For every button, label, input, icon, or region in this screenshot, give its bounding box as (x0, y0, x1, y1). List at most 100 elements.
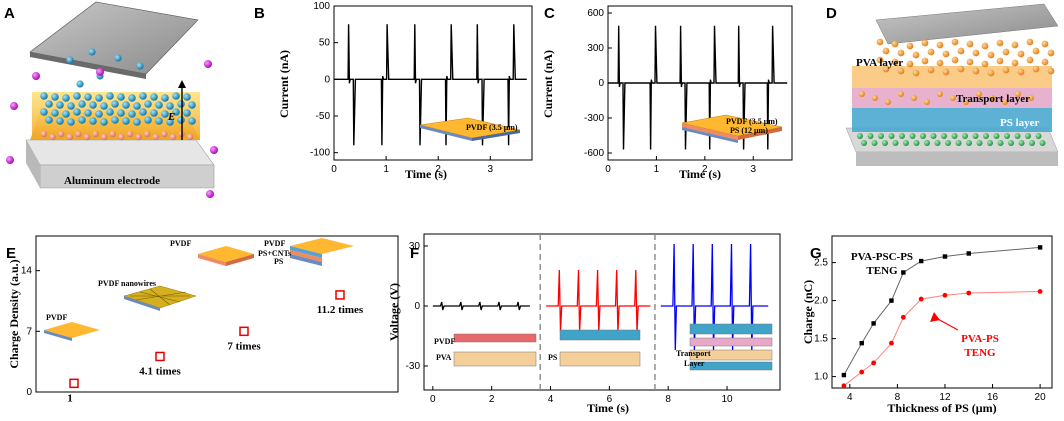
charge-particle-icon (51, 93, 59, 101)
charge-particle-icon (1041, 58, 1049, 66)
device-pvdf-film: PVDF (44, 313, 100, 341)
svg-text:PVDF: PVDF (434, 337, 455, 346)
charge-particle-icon (128, 94, 136, 102)
plot-frame (333, 5, 533, 161)
charge-particle-icon (885, 99, 891, 105)
charge-particle-icon (993, 133, 1000, 139)
x-tick-label: 8 (895, 392, 901, 403)
charge-particle-icon (66, 133, 74, 141)
charge-particle-icon (106, 92, 114, 100)
charge-particle-icon (987, 140, 993, 146)
charge-particle-icon (983, 133, 989, 139)
ion-particle-icon (96, 68, 104, 76)
charge-particle-icon (951, 133, 958, 139)
x-tick-label: 0 (605, 164, 611, 175)
voltage-series (432, 301, 530, 311)
x-axis-label: Time (s) (405, 167, 447, 181)
ps-layer-label: PS layer (1000, 117, 1040, 129)
axis-ticks: 0 1 2 3 600 300 0 -300 -600 (584, 8, 756, 175)
data-point (239, 326, 249, 337)
charge-particle-icon (89, 117, 97, 125)
data-markers: 1 4.1 times 7 times 11.2 times (67, 290, 364, 404)
y-axis-label: Charge Density (a.u.) (7, 259, 21, 368)
charge-particle-icon (177, 116, 185, 124)
charge-particle-icon (972, 67, 980, 75)
charge-particle-icon (150, 93, 158, 101)
charge-particle-icon (1002, 66, 1010, 74)
charge-particle-icon (139, 92, 147, 100)
charge-particle-icon (1039, 140, 1046, 146)
charge-particle-icon (136, 62, 144, 70)
charge-particle-icon (897, 49, 905, 57)
panel-f: F 0 2 4 6 8 10 30 0 -30 Time (s) Voltage (V) PVD… (387, 233, 781, 415)
y-tick-label: 50 (319, 38, 331, 49)
charge-particle-icon (1047, 67, 1055, 75)
charge-particle-icon (183, 93, 191, 101)
ion-particle-icon (32, 72, 40, 80)
charge-particle-icon (118, 133, 125, 141)
charge-particle-icon (987, 69, 995, 77)
charge-particle-icon (1035, 133, 1042, 139)
charge-particle-icon (135, 133, 142, 141)
panel-label-c: C (544, 5, 555, 22)
legend-series-2-line1: PVA-PS (961, 333, 999, 345)
panel-e: E 0 7 14 1 4.1 times 7 times 11.2 times Charg… (6, 235, 399, 404)
charge-particle-icon (955, 140, 962, 146)
charge-particle-icon (966, 140, 972, 146)
charge-particle-icon (117, 109, 125, 117)
panel-label-f: F (410, 245, 419, 262)
charge-particle-icon (903, 140, 909, 146)
charge-particle-icon (76, 80, 84, 88)
charge-particle-icon (78, 116, 86, 124)
x-tick-label: 12 (939, 392, 951, 403)
charge-particle-icon (945, 140, 951, 146)
y-tick-label: 0 (414, 301, 420, 312)
x-tick-label: 3 (488, 164, 494, 175)
svg-text:PS: PS (274, 257, 284, 266)
charge-particle-icon (155, 117, 163, 125)
x-tick-label: 8 (665, 394, 671, 405)
charge-particle-icon (1011, 41, 1019, 49)
charge-particle-icon (66, 56, 74, 64)
inset-pvdf-ps-pva: PS (548, 329, 641, 367)
y-tick-label: 1.5 (814, 334, 828, 345)
charge-particle-icon (92, 130, 99, 138)
charge-particle-icon (934, 140, 941, 146)
y-axis-label: Voltage (V) (387, 283, 401, 341)
plot-frame (831, 235, 1053, 389)
y-tick-label: 2.0 (814, 296, 828, 307)
x-tick-label: 1 (383, 164, 389, 175)
svg-text:PVDF: PVDF (46, 313, 67, 322)
x-tick-label: 0 (430, 394, 436, 405)
charge-particle-icon (921, 57, 929, 65)
inset-device-pvdf: PVDF (3.5 μm) (419, 117, 521, 141)
legend-series-2-line2: TENG (964, 347, 996, 359)
x-tick-label: 6 (607, 394, 613, 405)
inset-device-pvdf-ps: PVDF (3.5 μm) PS (12 μm) (681, 114, 783, 143)
voltage-traces (432, 243, 769, 351)
ps-charges (857, 133, 1046, 146)
top-plate-icon (875, 3, 1059, 45)
charge-particle-icon (937, 91, 943, 97)
data-label: 1 (67, 392, 73, 404)
charge-particle-icon (997, 140, 1004, 146)
charge-particle-icon (882, 65, 890, 73)
charge-particle-icon (957, 47, 965, 55)
svg-text:Layer: Layer (684, 359, 705, 368)
charge-particle-icon (1026, 38, 1034, 46)
ion-particle-icon (210, 146, 218, 154)
charge-particle-icon (972, 133, 979, 139)
charge-particle-icon (100, 118, 108, 126)
charge-particle-icon (144, 116, 152, 124)
charge-particle-icon (1008, 140, 1014, 146)
charge-particle-icon (987, 51, 995, 59)
charge-particle-icon (892, 140, 899, 146)
series-point (901, 270, 906, 275)
charge-particle-icon (188, 117, 196, 125)
charge-particle-icon (927, 48, 935, 56)
y-tick-label: 1.0 (814, 372, 828, 383)
y-tick-label: -100 (310, 148, 330, 159)
charge-particle-icon (981, 42, 989, 50)
charge-particle-icon (882, 47, 890, 55)
charge-particle-icon (133, 102, 141, 110)
